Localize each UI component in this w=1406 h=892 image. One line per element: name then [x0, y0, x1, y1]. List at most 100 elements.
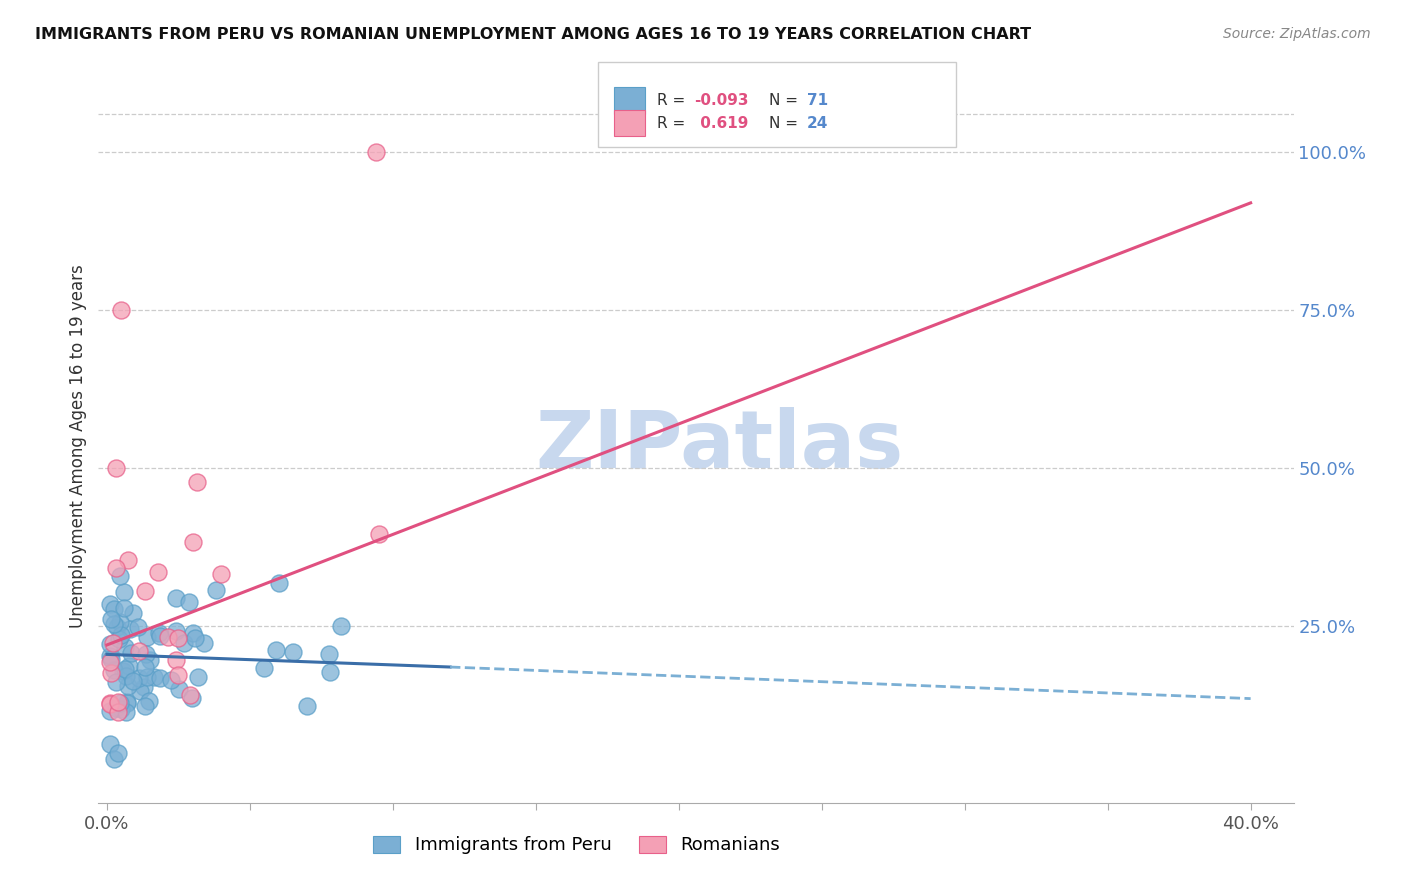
Point: [114, 640, 136, 654]
Point: [105, 620, 128, 634]
Point: [115, 669, 138, 683]
Point: [114, 662, 136, 676]
Text: 71: 71: [807, 94, 828, 108]
Point: [367, 526, 389, 541]
Point: [98, 655, 121, 669]
Point: [177, 595, 200, 609]
Point: [295, 698, 318, 713]
Point: [104, 561, 127, 575]
Point: [103, 616, 125, 631]
Point: [98, 704, 121, 718]
Point: [179, 688, 201, 702]
Point: [120, 646, 142, 660]
Point: [132, 680, 155, 694]
Text: ZIPatlas: ZIPatlas: [536, 407, 904, 485]
Point: [165, 591, 187, 606]
Point: [112, 600, 135, 615]
Point: [128, 644, 150, 658]
Point: [128, 684, 150, 698]
Point: [98, 597, 121, 611]
Point: [160, 673, 183, 688]
Point: [108, 615, 131, 630]
Point: [138, 694, 160, 708]
Point: [115, 694, 138, 708]
Point: [253, 661, 276, 675]
Point: [103, 751, 125, 765]
Point: [115, 696, 138, 710]
Point: [187, 670, 209, 684]
Point: [281, 645, 304, 659]
Point: [103, 663, 125, 677]
Text: 0.619: 0.619: [695, 116, 748, 130]
Text: -0.093: -0.093: [695, 94, 749, 108]
Point: [173, 636, 195, 650]
Text: Source: ZipAtlas.com: Source: ZipAtlas.com: [1223, 27, 1371, 41]
Point: [186, 475, 208, 489]
Point: [110, 696, 132, 710]
Point: [98, 649, 121, 664]
Point: [117, 679, 139, 693]
Point: [128, 671, 150, 685]
Point: [108, 632, 131, 647]
Point: [122, 673, 145, 688]
Point: [166, 632, 188, 646]
Point: [98, 696, 121, 710]
Point: [209, 567, 232, 582]
Point: [364, 145, 387, 160]
Point: [330, 618, 353, 632]
Point: [100, 666, 122, 681]
Point: [110, 702, 132, 716]
Point: [165, 624, 187, 639]
Point: [100, 612, 122, 626]
Text: 24: 24: [807, 116, 828, 130]
Point: [134, 659, 156, 673]
Text: N =: N =: [769, 94, 803, 108]
Point: [146, 565, 169, 579]
Point: [149, 671, 172, 685]
Point: [110, 628, 132, 642]
Point: [148, 626, 170, 640]
Y-axis label: Unemployment Among Ages 16 to 19 years: Unemployment Among Ages 16 to 19 years: [69, 264, 87, 628]
Point: [167, 667, 190, 681]
Point: [101, 635, 124, 649]
Point: [267, 575, 290, 590]
Point: [134, 584, 156, 599]
Point: [205, 583, 228, 598]
Point: [98, 697, 121, 711]
Point: [139, 653, 162, 667]
Point: [122, 606, 145, 620]
Point: [110, 569, 132, 583]
Point: [104, 461, 127, 475]
Point: [181, 691, 204, 706]
Point: [156, 630, 179, 644]
Point: [135, 648, 157, 662]
Text: IMMIGRANTS FROM PERU VS ROMANIAN UNEMPLOYMENT AMONG AGES 16 TO 19 YEARS CORRELAT: IMMIGRANTS FROM PERU VS ROMANIAN UNEMPLO…: [35, 27, 1031, 42]
Point: [112, 665, 135, 679]
Text: R =: R =: [657, 116, 690, 130]
Point: [184, 631, 207, 645]
Point: [118, 658, 141, 673]
Point: [98, 737, 121, 751]
Point: [114, 705, 136, 719]
Point: [266, 642, 288, 657]
Point: [100, 652, 122, 666]
Point: [142, 670, 165, 684]
Point: [165, 653, 187, 667]
Point: [134, 698, 156, 713]
Point: [103, 602, 125, 616]
Point: [135, 630, 157, 644]
Point: [107, 746, 129, 760]
Point: [135, 670, 157, 684]
Point: [110, 303, 132, 318]
Point: [105, 675, 128, 690]
Point: [167, 682, 190, 697]
Point: [181, 626, 204, 640]
Point: [107, 706, 129, 720]
Point: [127, 620, 149, 634]
Legend: Immigrants from Peru, Romanians: Immigrants from Peru, Romanians: [366, 829, 787, 862]
Point: [118, 623, 141, 637]
Point: [181, 535, 204, 549]
Point: [107, 695, 129, 709]
Text: N =: N =: [769, 116, 803, 130]
Point: [318, 647, 340, 661]
